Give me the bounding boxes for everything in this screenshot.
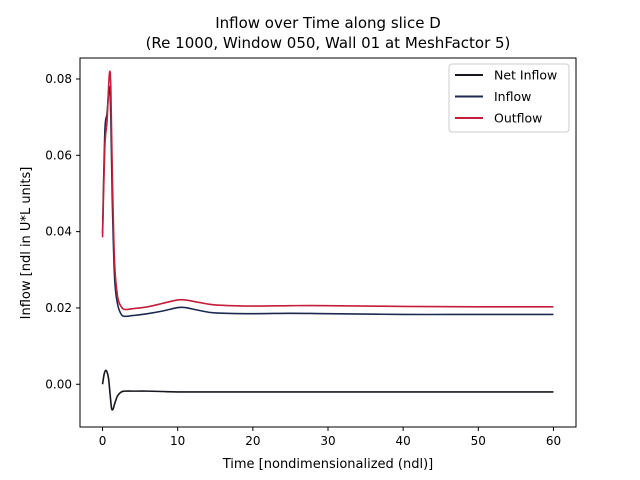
legend: Net Inflow Inflow Outflow [448, 63, 570, 133]
series-line-outflow [101, 70, 554, 311]
y-tick-label: 0.02 [45, 301, 72, 315]
chart-title: Inflow over Time along slice D [215, 14, 441, 32]
x-tick-label: 40 [396, 434, 411, 448]
y-axis-label: Inflow [ndl in U*L units] [19, 167, 34, 320]
y-tick-label: 0.00 [45, 377, 72, 391]
series-layer [101, 70, 554, 411]
legend-label-net-inflow: Net Inflow [494, 68, 557, 83]
series-line-net-inflow [101, 369, 554, 411]
legend-frame [448, 63, 570, 133]
x-tick-label: 60 [546, 434, 561, 448]
legend-items: Net Inflow Inflow Outflow [455, 68, 557, 126]
series-line-inflow [101, 85, 554, 318]
x-tick-label: 10 [170, 434, 185, 448]
legend-label-outflow: Outflow [494, 111, 542, 126]
x-tick-label: 20 [245, 434, 260, 448]
y-axis-ticks: 0.00 0.02 0.04 0.06 0.08 [45, 72, 80, 391]
x-axis-ticks: 0 10 20 30 40 50 60 [99, 427, 561, 448]
x-tick-label: 50 [471, 434, 486, 448]
x-tick-label: 30 [320, 434, 335, 448]
x-axis-label: Time [nondimensionalized (ndl)] [222, 457, 434, 472]
y-tick-label: 0.04 [45, 225, 72, 239]
legend-label-inflow: Inflow [494, 89, 531, 104]
y-tick-label: 0.08 [45, 72, 72, 86]
y-tick-label: 0.06 [45, 148, 72, 162]
chart-subtitle: (Re 1000, Window 050, Wall 01 at MeshFac… [146, 34, 511, 52]
x-tick-label: 0 [99, 434, 107, 448]
